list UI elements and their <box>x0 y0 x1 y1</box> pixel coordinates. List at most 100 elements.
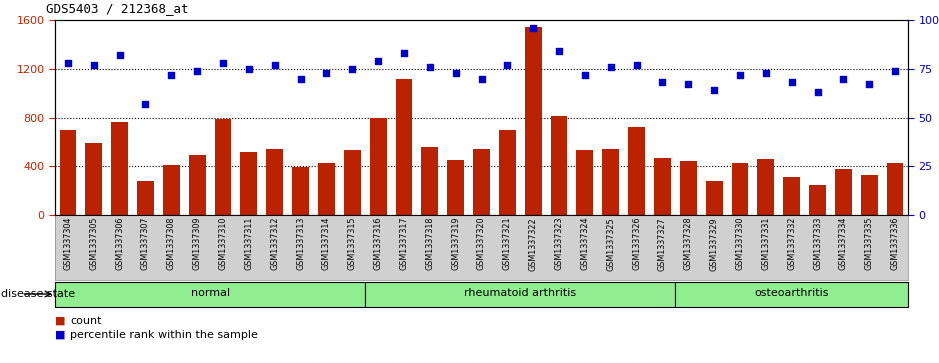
Text: count: count <box>70 316 101 326</box>
Text: GSM1337310: GSM1337310 <box>219 217 227 270</box>
Text: GSM1337316: GSM1337316 <box>374 217 382 270</box>
Bar <box>240 152 257 215</box>
Text: GSM1337336: GSM1337336 <box>890 217 900 270</box>
Bar <box>758 159 775 215</box>
Bar <box>886 163 903 215</box>
Bar <box>654 158 670 215</box>
Point <box>784 79 799 85</box>
Point <box>396 50 411 56</box>
Text: GSM1337319: GSM1337319 <box>451 217 460 270</box>
Text: GSM1337305: GSM1337305 <box>89 217 99 270</box>
Text: GSM1337308: GSM1337308 <box>167 217 176 270</box>
Point <box>86 62 101 68</box>
Text: GSM1337335: GSM1337335 <box>865 217 873 270</box>
Point <box>836 76 851 81</box>
Bar <box>267 149 284 215</box>
Bar <box>731 163 748 215</box>
Bar <box>215 119 231 215</box>
Bar <box>499 130 516 215</box>
Point <box>474 76 489 81</box>
Text: GSM1337306: GSM1337306 <box>115 217 124 270</box>
Text: GDS5403 / 212368_at: GDS5403 / 212368_at <box>46 2 188 15</box>
Point <box>577 72 593 78</box>
Point <box>759 70 774 76</box>
Bar <box>447 160 464 215</box>
Point <box>448 70 463 76</box>
Bar <box>318 163 335 215</box>
Bar <box>628 127 645 215</box>
Text: GSM1337332: GSM1337332 <box>787 217 796 270</box>
Point <box>681 81 696 87</box>
Bar <box>680 162 697 215</box>
Bar <box>602 149 619 215</box>
Text: GSM1337333: GSM1337333 <box>813 217 822 270</box>
Text: GSM1337304: GSM1337304 <box>64 217 72 270</box>
Text: GSM1337321: GSM1337321 <box>503 217 512 270</box>
Text: percentile rank within the sample: percentile rank within the sample <box>70 330 258 340</box>
Point <box>862 81 877 87</box>
Bar <box>59 130 76 215</box>
Bar <box>189 155 206 215</box>
Point <box>629 62 644 68</box>
Point <box>707 87 722 93</box>
Text: osteoarthritis: osteoarthritis <box>754 289 829 298</box>
Bar <box>861 175 878 215</box>
Text: GSM1337330: GSM1337330 <box>735 217 745 270</box>
Bar <box>577 150 593 215</box>
Text: GSM1337326: GSM1337326 <box>632 217 641 270</box>
Point <box>887 68 902 74</box>
Bar <box>422 147 439 215</box>
Point <box>216 60 231 66</box>
Text: GSM1337329: GSM1337329 <box>710 217 718 270</box>
Bar <box>137 181 154 215</box>
Bar <box>365 282 675 307</box>
Bar <box>809 184 826 215</box>
Bar <box>706 181 722 215</box>
Point <box>190 68 205 74</box>
Text: GSM1337322: GSM1337322 <box>529 217 538 270</box>
Point <box>345 66 360 72</box>
Text: normal: normal <box>191 289 230 298</box>
Text: ■: ■ <box>55 330 69 340</box>
Text: GSM1337315: GSM1337315 <box>347 217 357 270</box>
Bar <box>111 122 128 215</box>
Text: GSM1337309: GSM1337309 <box>192 217 202 270</box>
Bar <box>550 116 567 215</box>
Bar <box>344 150 361 215</box>
Bar <box>525 27 542 215</box>
Text: disease state: disease state <box>1 289 75 299</box>
Point <box>293 76 308 81</box>
Bar <box>370 118 387 215</box>
Point <box>423 64 438 70</box>
Bar <box>675 282 908 307</box>
Bar <box>473 149 490 215</box>
Text: ■: ■ <box>55 316 69 326</box>
Point <box>603 64 618 70</box>
Point <box>163 72 178 78</box>
Text: GSM1337334: GSM1337334 <box>839 217 848 270</box>
Point <box>268 62 283 68</box>
Text: rheumatoid arthritis: rheumatoid arthritis <box>464 289 577 298</box>
Point <box>526 25 541 31</box>
Text: GSM1337327: GSM1337327 <box>658 217 667 270</box>
Point <box>60 60 75 66</box>
Text: GSM1337320: GSM1337320 <box>477 217 486 270</box>
Text: GSM1337318: GSM1337318 <box>425 217 435 270</box>
Point <box>654 79 670 85</box>
Point <box>138 101 153 107</box>
Point <box>112 52 127 58</box>
Point <box>319 70 334 76</box>
Bar <box>292 167 309 215</box>
Point <box>371 58 386 64</box>
Point <box>810 89 825 95</box>
Bar <box>85 143 102 215</box>
Text: GSM1337331: GSM1337331 <box>762 217 770 270</box>
Bar <box>163 165 179 215</box>
Point <box>500 62 515 68</box>
Bar <box>395 78 412 215</box>
Text: GSM1337312: GSM1337312 <box>270 217 279 270</box>
Point <box>551 48 566 54</box>
Bar <box>55 282 365 307</box>
Text: GSM1337324: GSM1337324 <box>580 217 590 270</box>
Bar <box>835 169 852 215</box>
